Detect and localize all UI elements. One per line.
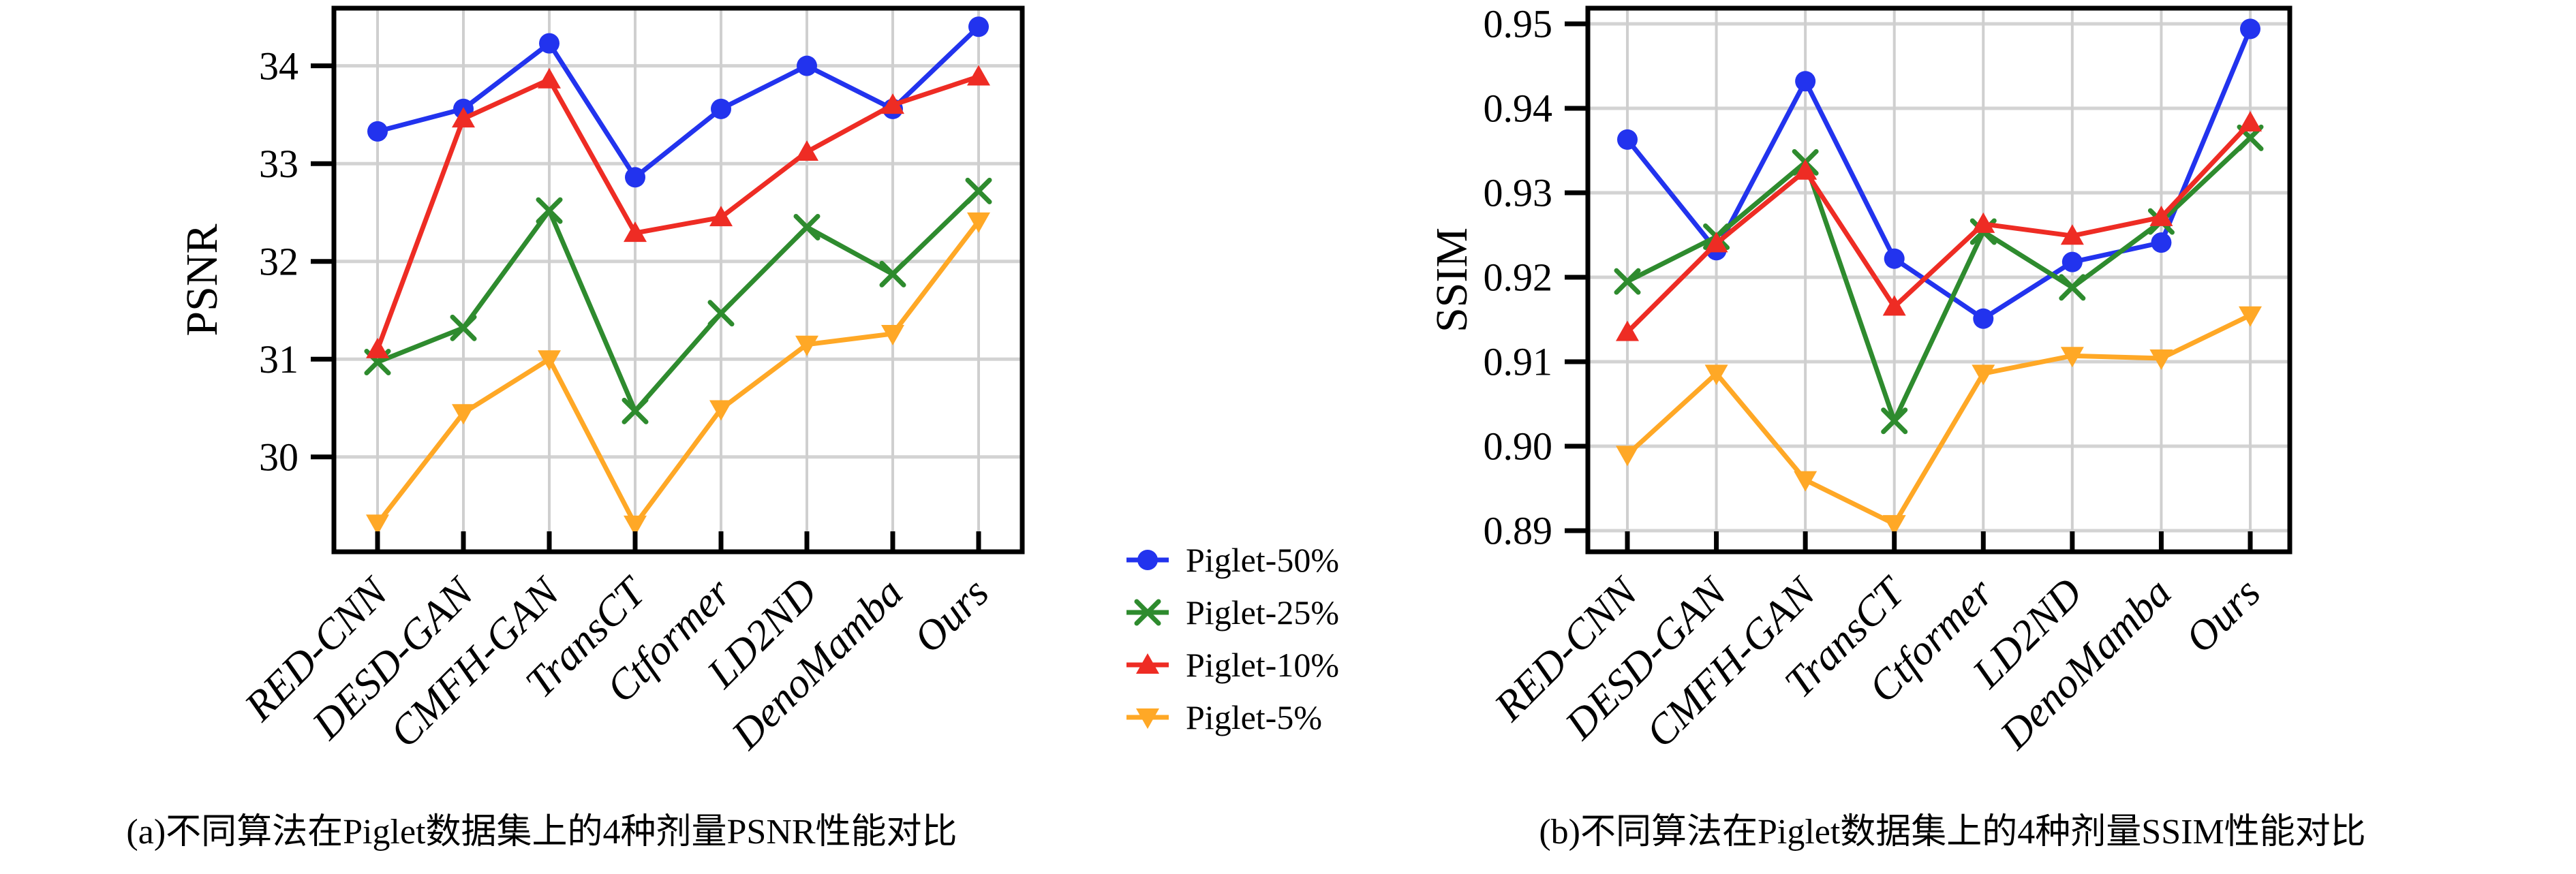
- series-piglet-50-: [1617, 18, 2260, 329]
- y-tick-label: 0.94: [1484, 87, 1553, 131]
- y-tick-label: 31: [259, 337, 298, 381]
- ssim-chart: 0.890.900.910.920.930.940.95RED-CNNDESD-…: [1427, 2, 2293, 759]
- y-tick-label: 34: [259, 44, 298, 88]
- legend-item: Piglet-10%: [1123, 646, 1339, 684]
- legend-label: Piglet-50%: [1186, 541, 1339, 579]
- psnr-chart: 3031323334RED-CNNDESD-GANCMFH-GANTransCT…: [177, 5, 1025, 759]
- y-tick-label: 33: [259, 142, 298, 186]
- y-tick-label: 0.89: [1484, 509, 1553, 553]
- legend-item: Piglet-5%: [1123, 698, 1339, 736]
- legend-x-marker-icon: [1126, 599, 1169, 626]
- series-piglet-5-: [366, 212, 990, 536]
- y-tick-label: 0.93: [1484, 171, 1553, 215]
- series-piglet-5-: [1616, 306, 2262, 536]
- x-tick-label: Ours: [2177, 569, 2269, 662]
- y-tick-label: 30: [259, 435, 298, 480]
- series-piglet-25-: [364, 177, 992, 424]
- y-axis-title: PSNR: [177, 223, 227, 336]
- legend-label: Piglet-25%: [1186, 593, 1339, 631]
- y-tick-label: 0.91: [1484, 340, 1553, 384]
- series-piglet-25-: [1614, 124, 2264, 435]
- x-tick-label: Ours: [905, 569, 998, 662]
- y-tick-label: 0.92: [1484, 255, 1553, 300]
- legend-triangle-up-marker-icon: [1126, 653, 1169, 674]
- y-tick-label: 0.90: [1484, 424, 1553, 469]
- legend-item: Piglet-50%: [1123, 541, 1339, 579]
- legend-circle-marker-icon: [1126, 550, 1169, 570]
- legend: Piglet-50% Piglet-25% Piglet-10% Piglet-…: [1123, 541, 1339, 736]
- legend-label: Piglet-10%: [1186, 646, 1339, 684]
- series-piglet-10-: [1616, 111, 2262, 341]
- legend-label: Piglet-5%: [1186, 698, 1322, 736]
- caption-a: (a)不同算法在Piglet数据集上的4种剂量PSNR性能对比: [126, 813, 957, 852]
- caption-b: (b)不同算法在Piglet数据集上的4种剂量SSIM性能对比: [1539, 813, 2366, 852]
- y-tick-label: 0.95: [1484, 2, 1553, 46]
- y-tick-label: 32: [259, 239, 298, 283]
- legend-item: Piglet-25%: [1123, 593, 1339, 631]
- y-axis-title: SSIM: [1427, 228, 1477, 332]
- series-piglet-10-: [366, 65, 990, 358]
- legend-triangle-down-marker-icon: [1126, 708, 1169, 729]
